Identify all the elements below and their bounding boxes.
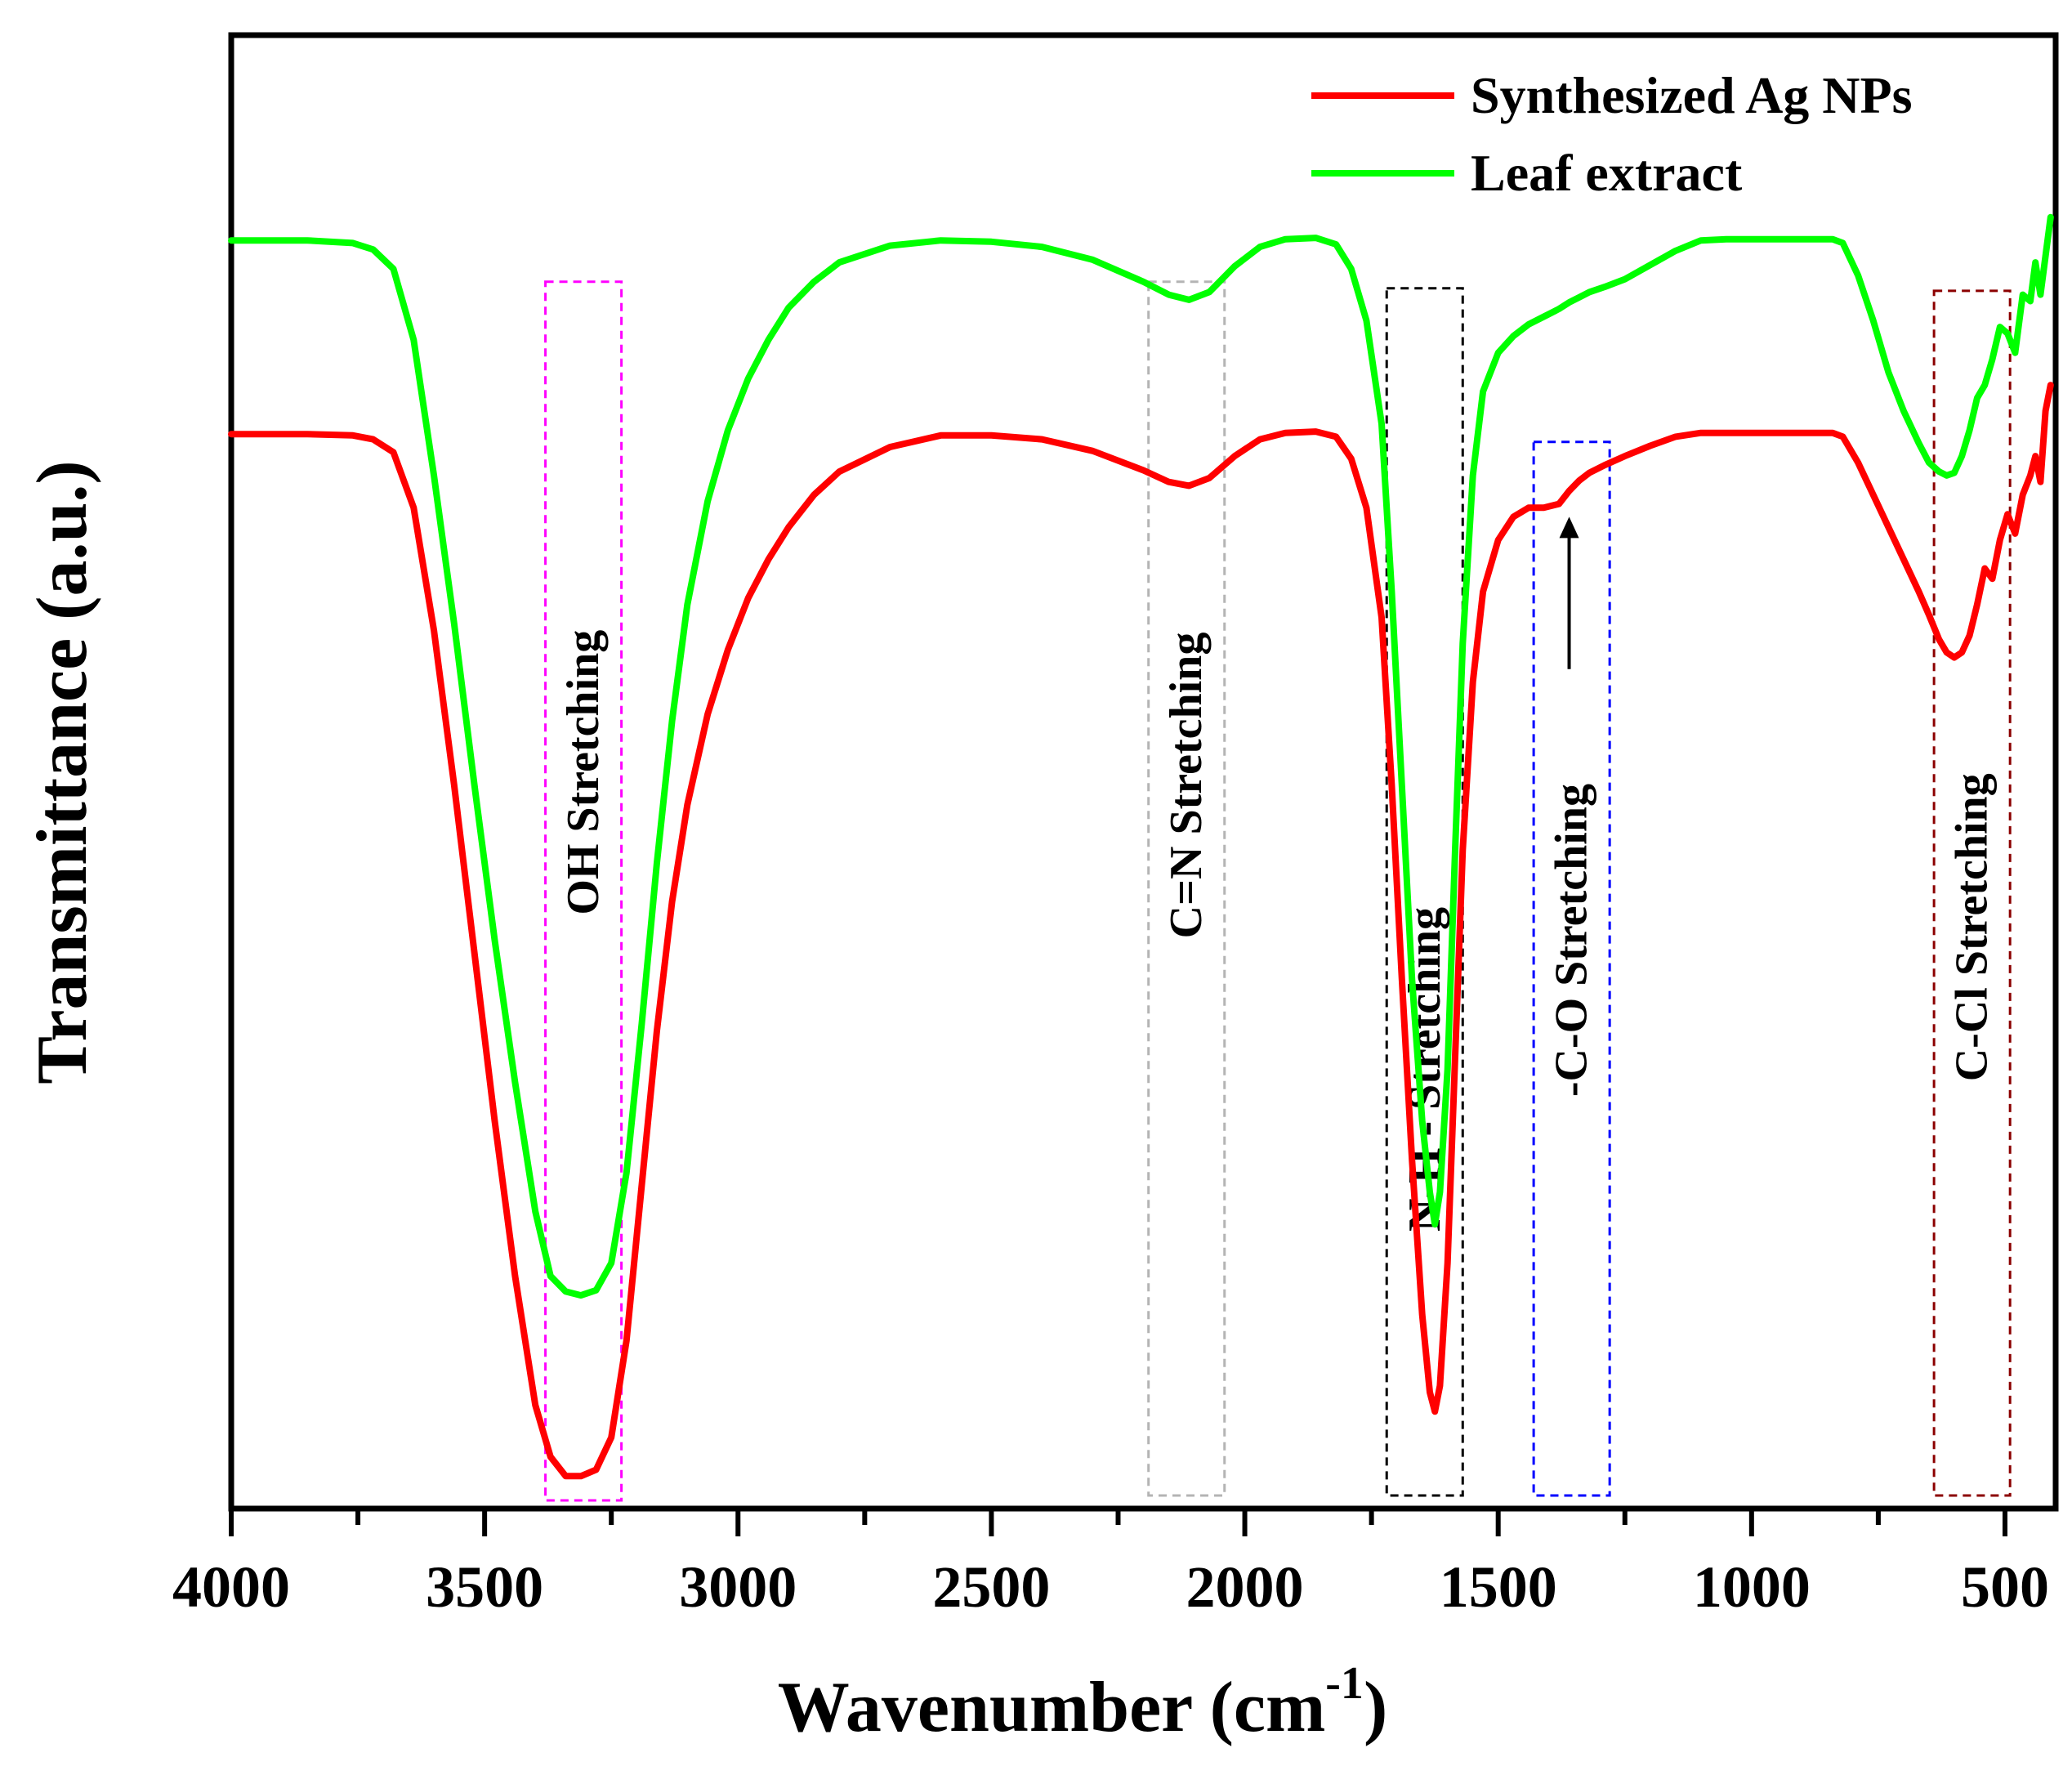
band-box-c-cl	[1932, 289, 2012, 1497]
band-box-oh	[544, 280, 623, 1502]
arrow-head	[1559, 516, 1579, 539]
x-axis-title-superscript: -1	[1325, 1658, 1364, 1709]
x-tick-label: 1500	[1440, 1554, 1557, 1620]
plot-frame	[228, 32, 2059, 1512]
series-line-synthesized-ag-nps	[228, 382, 2054, 1480]
band-label-c-cl: C-Cl Stretching	[1947, 773, 1998, 1081]
legend-label-leaf-extract: Leaf extract	[1471, 144, 1743, 202]
x-axis-title-close: )	[1364, 1668, 1387, 1747]
series-layer	[228, 213, 2054, 1480]
band-box-c-n	[1147, 280, 1226, 1497]
x-tick-label: 2000	[1186, 1554, 1304, 1620]
x-axis-ticks	[229, 1509, 2007, 1536]
x-axis-title: Wavenumber (cm-1)	[778, 1658, 1388, 1747]
x-axis-title-main: Wavenumber (cm	[778, 1668, 1326, 1747]
x-axis-tick-labels: 4000 3500 3000 2500 2000 1500 1000 500	[172, 1554, 2049, 1620]
x-tick-label: 3500	[426, 1554, 543, 1620]
band-box-n-h	[1385, 287, 1464, 1497]
x-tick-label: 2500	[932, 1554, 1050, 1620]
band-label-oh: OH Stretching	[558, 630, 609, 915]
band-label-c-n: C=N Stretching	[1161, 633, 1212, 939]
x-tick-label: 4000	[172, 1554, 290, 1620]
y-axis-title: Transmittance (a.u.)	[23, 460, 102, 1084]
series-line-leaf-extract	[228, 213, 2054, 1299]
x-tick-label: 3000	[679, 1554, 797, 1620]
x-tick-label: 1000	[1693, 1554, 1811, 1620]
band-label-c-o: -C-O Stretching	[1547, 784, 1597, 1097]
legend-label-synthesized-ag-nps: Synthesized Ag NPs	[1471, 66, 1913, 124]
band-box-c-o	[1532, 440, 1611, 1497]
legend: Synthesized Ag NPs Leaf extract	[1311, 66, 1913, 202]
x-tick-label: 500	[1961, 1554, 2049, 1620]
